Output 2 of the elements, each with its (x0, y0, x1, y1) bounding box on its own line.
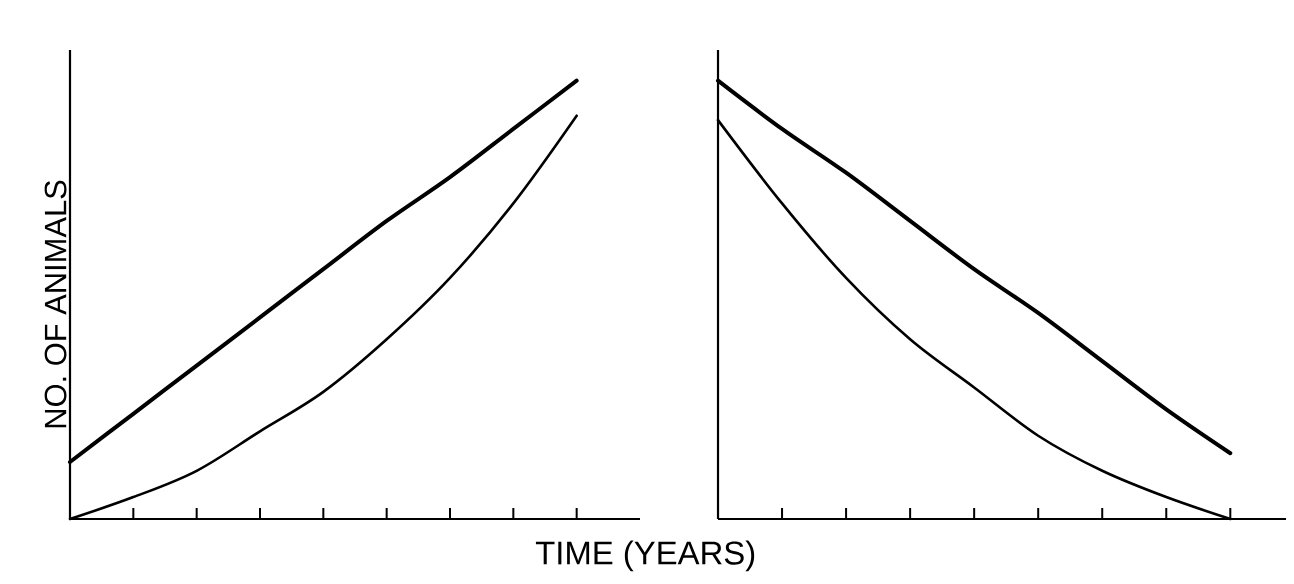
y-axis-title: NO. OF ANIMALS (44, 180, 67, 428)
x-axis-title: TIME (YEARS) (535, 540, 755, 572)
